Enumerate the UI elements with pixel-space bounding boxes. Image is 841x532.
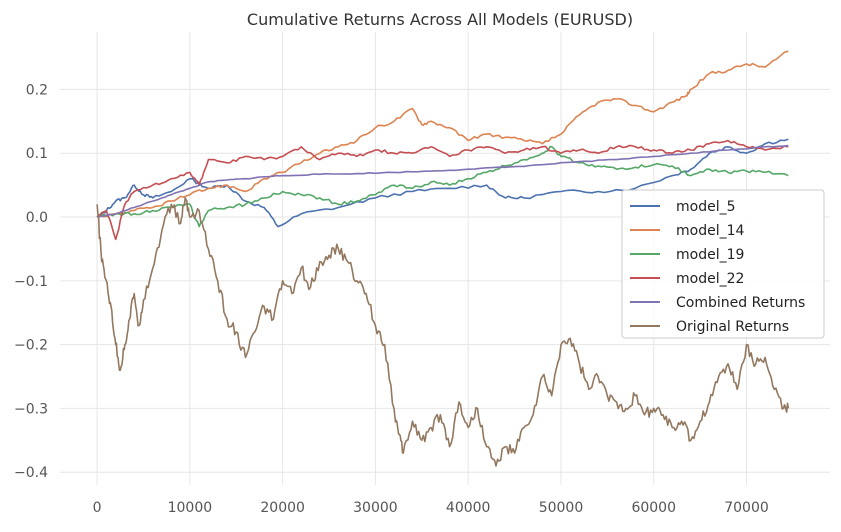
y-tick-label: 0.2 [26, 82, 48, 98]
series-line-5 [96, 197, 790, 467]
x-tick-label: 60000 [631, 500, 676, 516]
x-tick-label: 0 [93, 500, 102, 516]
y-tick-label: 0.0 [26, 210, 48, 226]
y-tick-label: −0.3 [14, 401, 48, 417]
x-tick-label: 40000 [446, 500, 491, 516]
x-tick-label: 50000 [539, 500, 584, 516]
chart-title: Cumulative Returns Across All Models (EU… [247, 10, 633, 29]
series-line-3 [96, 139, 789, 241]
series-line-1 [96, 50, 789, 218]
series-line-4 [96, 144, 789, 218]
y-tick-label: −0.4 [14, 465, 48, 481]
series-lines [96, 50, 790, 467]
x-tick-label: 10000 [168, 500, 213, 516]
legend: model_5 model_14 model_19 model_22 Combined … [621, 189, 825, 339]
x-axis-ticks: 0 10000 20000 30000 40000 50000 60000 70000 [93, 500, 769, 516]
y-axis-ticks: −0.4 −0.3 −0.2 −0.1 0.0 0.1 0.2 [14, 82, 48, 481]
series-line-2 [96, 145, 789, 228]
legend-label: model_14 [676, 223, 745, 239]
y-tick-label: −0.2 [14, 338, 48, 354]
y-tick-label: −0.1 [14, 274, 48, 290]
legend-label: Original Returns [676, 319, 789, 335]
x-tick-label: 70000 [724, 500, 769, 516]
legend-box [621, 189, 825, 339]
x-tick-label: 30000 [353, 500, 398, 516]
legend-label: Combined Returns [676, 295, 805, 311]
legend-label: model_22 [676, 271, 744, 287]
x-tick-label: 20000 [260, 500, 305, 516]
legend-label: model_5 [676, 199, 736, 215]
legend-label: model_19 [676, 247, 744, 263]
y-tick-label: 0.1 [26, 146, 48, 162]
